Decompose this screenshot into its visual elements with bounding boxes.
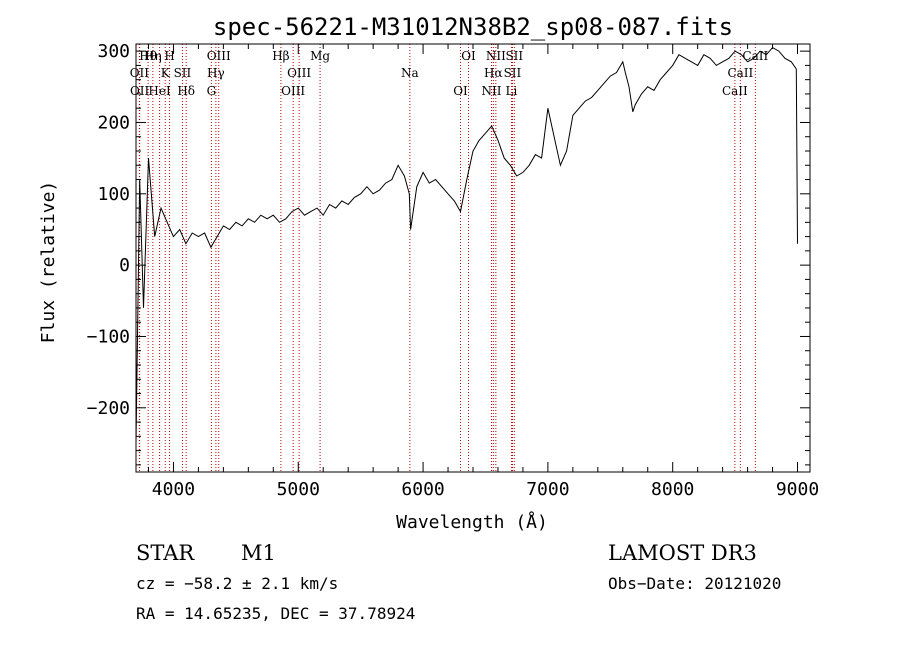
spectral-line-label: OII bbox=[130, 84, 150, 98]
spectral-line-label: Hγ bbox=[207, 66, 225, 80]
x-tick-label: 7000 bbox=[526, 479, 569, 500]
spectral-line-label: Hδ bbox=[177, 84, 195, 98]
coordinates: RA = 14.65235, DEC = 37.78924 bbox=[136, 604, 416, 623]
y-tick-label: 200 bbox=[97, 112, 130, 133]
chart-title: spec-56221-M31012N38B2_sp08-087.fits bbox=[213, 13, 733, 41]
spectral-line-markers bbox=[138, 44, 756, 472]
y-axis-label: Flux (relative) bbox=[38, 181, 59, 344]
y-tick-label: −100 bbox=[87, 326, 130, 347]
spectral-line-label: Hη bbox=[144, 49, 162, 63]
object-type: STAR bbox=[136, 541, 195, 565]
spectral-line-label: SII bbox=[504, 66, 522, 80]
redshift-value: cz = −58.2 ± 2.1 km/s bbox=[136, 574, 339, 593]
spectrum-series-line bbox=[135, 46, 798, 444]
spectral-line-label: Hβ bbox=[272, 49, 289, 63]
spectral-line-label: OI bbox=[453, 84, 468, 98]
spectral-line-label: OI bbox=[461, 49, 476, 63]
x-axis-ticks: 4000 5000 6000 7000 8000 9000 bbox=[147, 44, 819, 500]
y-axis-ticks: −200 −100 0 100 200 300 bbox=[87, 41, 810, 466]
spectral-line-label: OII bbox=[130, 66, 150, 80]
y-tick-label: −200 bbox=[87, 398, 130, 419]
y-tick-label: 300 bbox=[97, 41, 130, 62]
obs-date: Obs−Date: 20121020 bbox=[608, 574, 782, 593]
x-tick-label: 4000 bbox=[152, 479, 195, 500]
spectral-line-label: OIII bbox=[281, 84, 305, 98]
x-tick-label: 9000 bbox=[776, 479, 819, 500]
spectral-line-label: K bbox=[161, 66, 171, 80]
spectral-line-label: H bbox=[164, 49, 174, 63]
spectral-line-label: Hθ bbox=[139, 49, 157, 63]
spectral-line-label: SII bbox=[174, 66, 192, 80]
spectral-line-label: Hα bbox=[484, 66, 503, 80]
plot-frame bbox=[135, 43, 811, 473]
survey-name: LAMOST DR3 bbox=[608, 541, 757, 565]
spectral-line-label: Na bbox=[401, 66, 419, 80]
spectral-line-label: G bbox=[207, 84, 217, 98]
x-axis-label: Wavelength (Å) bbox=[396, 511, 548, 533]
y-tick-label: 100 bbox=[97, 184, 130, 205]
x-tick-label: 5000 bbox=[277, 479, 320, 500]
spectral-line-label: SII bbox=[505, 49, 523, 63]
x-tick-label: 8000 bbox=[651, 479, 694, 500]
spectral-line-label: Mg bbox=[310, 49, 330, 63]
spectral-line-label: NII bbox=[486, 49, 506, 63]
spectral-line-label: CaII bbox=[727, 66, 753, 80]
spectral-line-labels: HθOIIOIIHηKHeIHSIIHδOIIIHγGHβOIIIOIIIMgN… bbox=[130, 49, 769, 98]
spectral-line-label: CaII bbox=[722, 84, 748, 98]
spectral-line-label: NII bbox=[481, 84, 501, 98]
spectral-line-label: HeI bbox=[148, 84, 171, 98]
object-subclass: M1 bbox=[241, 541, 276, 565]
spectral-line-label: Li bbox=[506, 84, 518, 98]
spectral-line-label: OIII bbox=[207, 49, 231, 63]
spectral-line-label: OIII bbox=[287, 66, 311, 80]
y-tick-label: 0 bbox=[119, 255, 130, 276]
x-tick-label: 6000 bbox=[401, 479, 444, 500]
